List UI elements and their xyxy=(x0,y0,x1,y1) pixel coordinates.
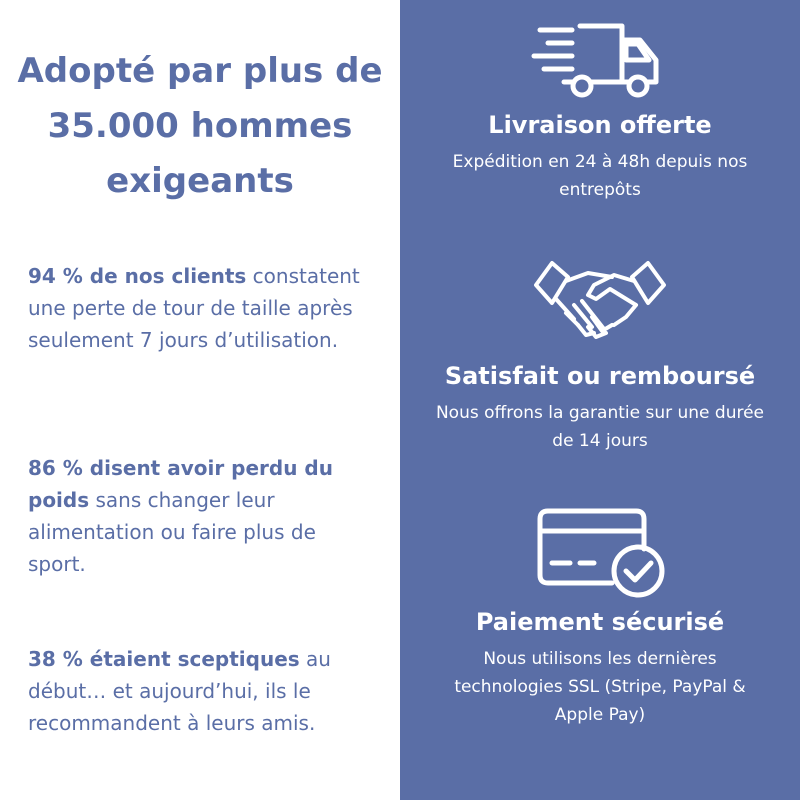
stat-item: 86 % disent avoir perdu du poids sans ch… xyxy=(28,452,378,580)
feature-title: Livraison offerte xyxy=(488,111,712,139)
stat-text: au début… et aujourd’hui, ils le recomma… xyxy=(28,647,331,735)
feature-free-shipping: Livraison offerte Expédition en 24 à 48h… xyxy=(400,20,800,204)
feature-secure-payment: Paiement sécurisé Nous utilisons les der… xyxy=(400,505,800,729)
feature-description: Expédition en 24 à 48h depuis nos entrep… xyxy=(452,152,748,200)
stat-highlight: 38 % étaient sceptiques xyxy=(28,647,300,671)
feature-money-back: Satisfait ou remboursé Nous offrons la g… xyxy=(400,255,800,455)
feature-title: Paiement sécurisé xyxy=(475,608,725,636)
stats-panel: Adopté par plus de 35.000 hommes exigean… xyxy=(17,51,383,739)
stat-highlight: 94 % de nos clients xyxy=(28,264,247,288)
headline: Adopté par plus de 35.000 hommes exigean… xyxy=(17,51,383,201)
feature-title: Satisfait ou remboursé xyxy=(444,362,756,390)
feature-description: Nous utilisons les dernières technologie… xyxy=(454,649,746,725)
stat-text: constatent une perte de tour de taille a… xyxy=(28,264,360,352)
delivery-truck-icon xyxy=(531,23,659,98)
stat-item: 38 % étaient sceptiques au début… et auj… xyxy=(28,643,378,739)
feature-description: Nous offrons la garantie sur une durée d… xyxy=(435,403,765,451)
stat-text: sans changer leur alimentation ou faire … xyxy=(28,488,316,576)
credit-card-check-icon xyxy=(537,508,665,598)
stat-highlight: 86 % disent avoir perdu du poids xyxy=(28,456,333,512)
features-panel: Livraison offerte Expédition en 24 à 48h… xyxy=(400,0,800,800)
handshake-icon xyxy=(534,261,666,339)
stat-item: 94 % de nos clients constatent une perte… xyxy=(28,260,378,356)
